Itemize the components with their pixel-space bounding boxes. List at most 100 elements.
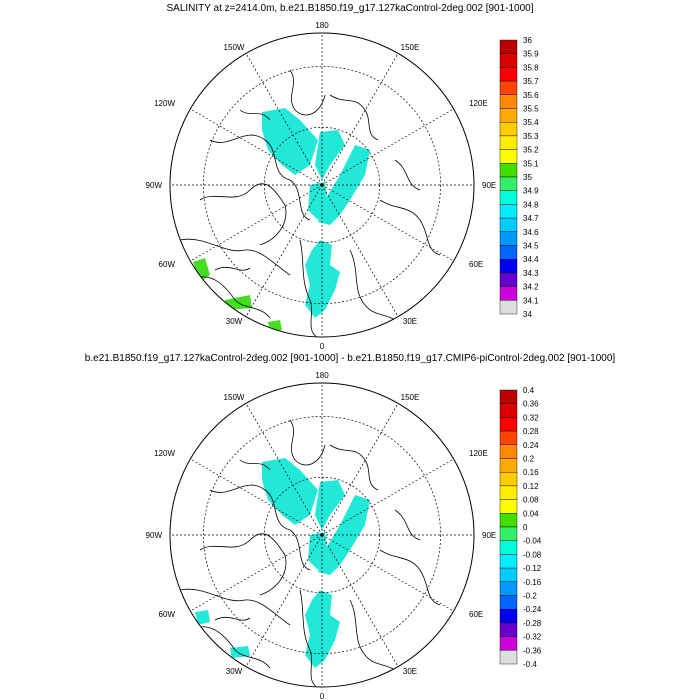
longitude-label-bottom-left: 30W — [226, 317, 243, 326]
map-layer: 180 150W 150E 120W 120E 90W 90E 60W 60E 30W 30E 0 — [146, 21, 497, 350]
coastline — [289, 69, 326, 116]
colorbar-tick-label: 35 — [523, 173, 532, 182]
panel-title-bottom: b.e21.B1850.f19_g17.127kaControl-2deg.00… — [84, 353, 616, 364]
coastline — [189, 626, 271, 669]
colorbar-tick-label: 0.12 — [523, 482, 539, 491]
colorbar-tick-label: -0.16 — [523, 578, 542, 587]
meridian-line — [321, 184, 399, 317]
colorbar-tick-label: 34 — [523, 310, 532, 319]
colorbar: 0.4 0.36 0.32 0.28 0.24 0.2 0.16 0.12 0.08 0.04 0 -… — [499, 386, 542, 669]
fill-region — [262, 108, 318, 175]
coastline — [379, 199, 441, 256]
colorbar-segment — [499, 636, 518, 651]
fill-region — [262, 458, 318, 525]
colorbar-segment — [499, 499, 518, 514]
colorbar-tick-label: 35.2 — [523, 146, 539, 155]
colorbar-tick-label: 35.5 — [523, 105, 539, 114]
colorbar-tick-label: -0.2 — [523, 592, 537, 601]
colorbar-tick-label: 0.4 — [523, 386, 535, 395]
colorbar-segment — [499, 444, 518, 459]
map-boundary — [169, 382, 475, 688]
meridian-line — [245, 403, 323, 536]
fill-region — [230, 646, 250, 658]
coastline — [239, 459, 271, 471]
meridian-line — [321, 403, 399, 536]
fill-region — [308, 182, 328, 220]
colorbar-tick-label: 0.04 — [523, 509, 539, 518]
coastline — [179, 588, 291, 626]
longitude-label-bottom-left: 30W — [226, 667, 243, 676]
map-boundary — [169, 32, 475, 338]
colorbar-segment — [499, 622, 518, 637]
colorbar-segment — [499, 595, 518, 610]
colorbar-segment — [499, 245, 518, 260]
colorbar-tick-label: 0.08 — [523, 496, 539, 505]
colorbar-tick-label: -0.32 — [523, 633, 542, 642]
meridian-line — [321, 53, 399, 186]
colorbar-tick-label: 34.7 — [523, 214, 539, 223]
coastline — [239, 109, 271, 121]
meridian-line — [190, 534, 323, 612]
coastline — [209, 484, 311, 571]
colorbar-segment — [499, 458, 518, 473]
graticule — [170, 383, 474, 687]
coastline — [214, 266, 251, 271]
colorbar-tick-label: 35.8 — [523, 63, 539, 72]
salinity-fill-layer — [193, 108, 370, 332]
polar-map-salinity: 180 150W 150E 120W 120E 90W 90E 60W 60E 30W 30E 0 36… — [146, 21, 540, 350]
colorbar-tick-label: 0.36 — [523, 400, 539, 409]
fill-region — [305, 590, 340, 668]
coastline — [379, 549, 441, 606]
colorbar-tick-label: 34.2 — [523, 283, 539, 292]
longitude-label-top: 180 — [315, 21, 329, 30]
colorbar-segment — [499, 286, 518, 301]
longitude-label-right-lower: 60E — [469, 610, 483, 619]
colorbar: 36 35.9 35.8 35.7 35.6 35.5 35.4 35.3 35.2 35.1 35… — [499, 36, 539, 319]
coastline — [349, 599, 401, 676]
longitude-label-left: 90W — [146, 531, 163, 540]
colorbar-segment — [499, 163, 518, 178]
latitude-ring — [203, 66, 441, 304]
colorbar-segment — [499, 94, 518, 109]
meridian-line — [321, 534, 399, 667]
fill-region — [308, 532, 328, 570]
coastline — [199, 183, 287, 246]
colorbar-segment — [499, 121, 518, 137]
colorbar-tick-label: 34.4 — [523, 255, 539, 264]
colorbar-tick-label: -0.12 — [523, 564, 542, 573]
colorbar-segment — [499, 554, 518, 569]
longitude-label-left-upper: 120W — [154, 99, 175, 108]
colorbar-tick-label: 35.4 — [523, 118, 539, 127]
fill-region-green — [193, 258, 210, 282]
coastline — [214, 616, 251, 621]
colorbar-tick-label: 0 — [523, 523, 528, 532]
colorbar-tick-label: -0.08 — [523, 550, 542, 559]
longitude-label-left: 90W — [146, 181, 163, 190]
colorbar-segment — [499, 39, 518, 54]
colorbar-tick-label: -0.24 — [523, 605, 542, 614]
coastline-layer — [179, 419, 441, 687]
longitude-label-right-lower: 60E — [469, 260, 483, 269]
meridian-line — [321, 458, 454, 536]
colorbar-tick-label: 35.6 — [523, 91, 539, 100]
colorbar-segment — [499, 149, 518, 164]
coastline-layer — [179, 69, 441, 337]
colorbar-segment — [499, 540, 518, 555]
meridian-line — [190, 108, 323, 186]
longitude-label-top-left: 150W — [224, 393, 245, 402]
fill-region — [305, 240, 340, 318]
colorbar-segment — [499, 513, 518, 528]
colorbar-tick-label: 34.1 — [523, 296, 539, 305]
meridian-line — [321, 108, 454, 186]
colorbar-tick-label: 35.3 — [523, 132, 539, 141]
coastline — [329, 94, 379, 141]
graticule — [170, 33, 474, 337]
meridian-line — [321, 534, 454, 612]
colorbar-segment — [499, 403, 518, 418]
coastline — [329, 444, 379, 491]
colorbar-tick-label: 34.3 — [523, 269, 539, 278]
colorbar-tick-label: 0.16 — [523, 468, 539, 477]
colorbar-tick-label: 36 — [523, 36, 532, 45]
latitude-ring — [203, 416, 441, 654]
